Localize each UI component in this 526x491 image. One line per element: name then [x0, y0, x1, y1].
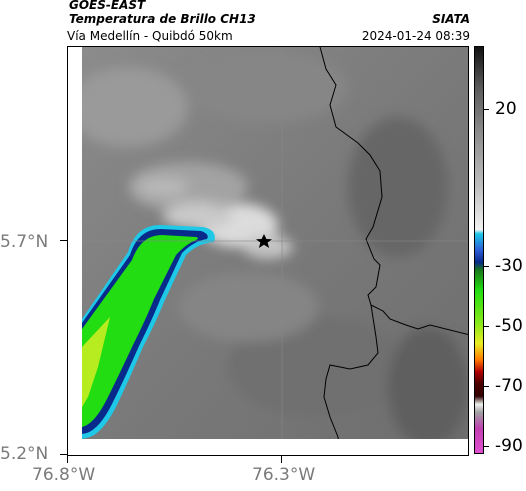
datetime-label: 2024-01-24 08:39	[361, 29, 470, 43]
star-marker[interactable]	[256, 234, 272, 248]
lon-tick-1	[67, 456, 68, 463]
colorbar-tick	[484, 109, 489, 110]
colorbar-tick	[484, 326, 489, 327]
no-data-strip	[68, 439, 468, 455]
colorbar-label-20: 20	[495, 99, 517, 119]
colorbar-tick	[484, 446, 489, 447]
colorbar-label-neg70: -70	[495, 376, 523, 396]
lon-label-1: 76.8°W	[32, 465, 96, 485]
colorbar-label-neg30: -30	[495, 256, 523, 276]
lat-label-1: 5.7°N	[0, 232, 49, 252]
colorbar	[474, 46, 484, 454]
satellite-map[interactable]	[67, 46, 469, 456]
organization-label: SIATA	[432, 12, 470, 26]
colorbar-tick	[484, 386, 489, 387]
lon-tick-2	[281, 456, 282, 463]
product-title: Temperatura de Brillo CH13	[69, 12, 256, 26]
department-border-north	[319, 47, 468, 336]
department-border-south	[323, 304, 379, 455]
colorbar-label-neg90: -90	[495, 436, 523, 456]
colorbar-label-neg50: -50	[495, 316, 523, 336]
region-subtitle: Vía Medellín - Quibdó 50km	[67, 29, 233, 43]
lat-tick-1	[60, 240, 67, 241]
satellite-title: GOES-EAST	[69, 0, 146, 12]
lon-label-2: 76.3°W	[252, 465, 316, 485]
no-data-left	[68, 47, 82, 455]
lat-tick-2	[60, 454, 67, 455]
map-canvas	[68, 47, 468, 455]
colorbar-tick	[484, 266, 489, 267]
lat-label-2: 5.2°N	[0, 444, 49, 464]
storm-cell	[82, 225, 215, 439]
cloud-texture	[68, 52, 468, 447]
